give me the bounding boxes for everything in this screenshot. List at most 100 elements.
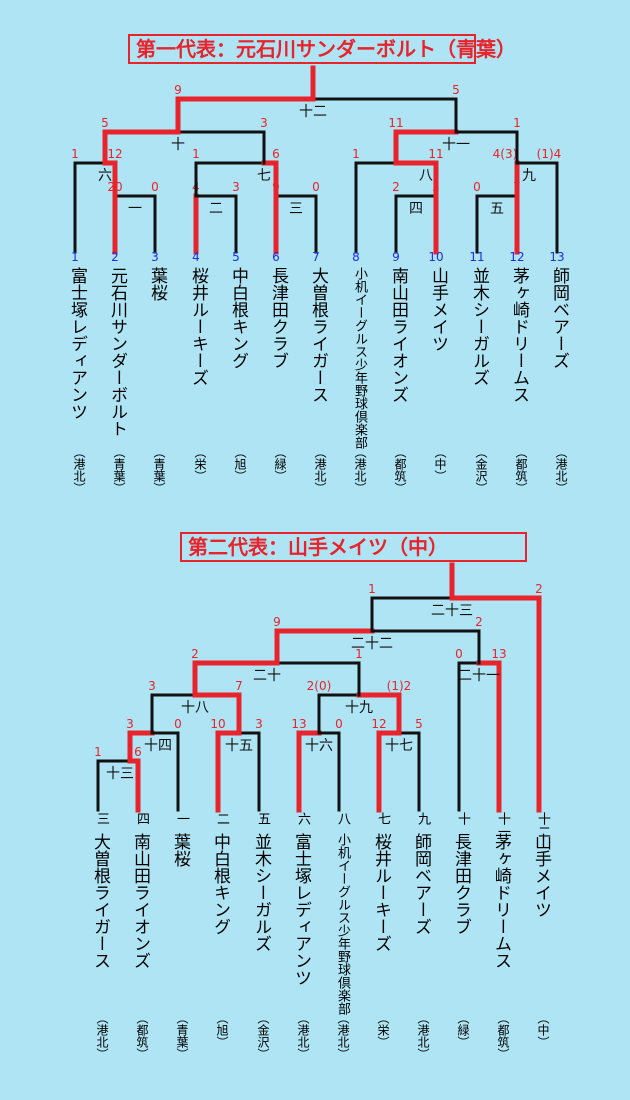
bracket1-team-8-name: 南山田ライオンズ [388, 267, 408, 403]
bracket1-team-2-seed: 3 [151, 250, 159, 264]
bracket1-team-2-name: 葉桜 [147, 267, 167, 301]
bracket1-team-3-name: 桜井ルーキーズ [188, 267, 208, 386]
bracket1-match-10-score-left: 11 [388, 116, 403, 130]
bracket1-team-10-seed: 11 [469, 250, 484, 264]
bracket2-team-10-region: （都筑） [496, 1012, 510, 1060]
bracket1-team-2-region: （青葉） [152, 446, 166, 494]
bracket1-match-0-score-right: 0 [151, 180, 159, 194]
bracket1-team-12-region: （港北） [554, 446, 568, 494]
bracket2-match-9-label: 二十二 [351, 636, 393, 652]
bracket2-team-2-name: 葉桜 [170, 833, 190, 867]
bracket1-team-0-region: （港北） [72, 446, 86, 494]
bracket2-team-6-region: （港北） [336, 1012, 350, 1060]
bracket2-match-5-score-left: 3 [148, 679, 156, 693]
bracket1-match-2-score-right: 0 [312, 180, 320, 194]
bracket1-team-5-name: 長津田クラブ [268, 267, 288, 369]
bracket1-match-8-label: 九 [522, 168, 536, 184]
bracket2-team-1-seed: 四 [134, 812, 149, 825]
bracket1-team-0-name: 富士塚レディアンツ [67, 267, 87, 420]
bracket1-team-10-region: （金沢） [474, 446, 488, 494]
bracket2-match-4-label: 十七 [385, 738, 413, 754]
bracket1-team-3-seed: 4 [192, 250, 200, 264]
bracket1-team-10-name: 並木シーガルズ [469, 267, 489, 386]
bracket1-match-2-label: 三 [289, 201, 303, 217]
bracket2-team-2-seed: 一 [174, 812, 189, 825]
bracket1-team-6-name: 大曽根ライガース [308, 267, 328, 403]
bracket1-match-9-score-left: 5 [101, 116, 109, 130]
bracket1-team-1-region: （青葉） [112, 446, 126, 494]
bracket2-match-7-score-left: 2 [191, 647, 199, 661]
bracket2-match-9-score-left: 9 [273, 615, 281, 629]
bracket2-team-10-name: 茅ヶ崎ドリームス [491, 833, 511, 969]
bracket1-match-5-label: 六 [98, 168, 112, 184]
bracket1-team-4-region: （旭） [233, 446, 247, 482]
bracket2-team-10-seed: 十一 [495, 812, 510, 838]
bracket2-match-8-score-left: 0 [455, 647, 463, 661]
bracket1-team-0-seed: 1 [71, 250, 79, 264]
bracket2-match-10-label: 二十三 [431, 603, 473, 619]
bracket1-match-3-label: 四 [409, 201, 423, 217]
bracket2-team-4-name: 並木シーガルズ [251, 833, 271, 952]
bracket1-match-6-score-left: 1 [192, 147, 200, 161]
bracket1-match-6-score-right: 6 [272, 147, 280, 161]
bracket2-team-0-region: （港北） [95, 1012, 109, 1060]
bracket1-match-11-score-left: 9 [174, 83, 182, 97]
bracket1-team-11-name: 茅ヶ崎ドリームス [509, 267, 529, 403]
bracket2-team-9-region: （緑） [456, 1012, 470, 1048]
bracket1-match-9-score-right: 3 [260, 116, 268, 130]
bracket1-team-9-region: （中） [433, 446, 447, 482]
bracket2-title: 第二代表：山手メイツ（中） [180, 532, 527, 562]
bracket2-match-0-score-right: 6 [134, 745, 142, 759]
bracket1-team-9-name: 山手メイツ [428, 267, 448, 352]
bracket2-team-8-name: 師岡ベアーズ [411, 833, 431, 935]
bracket1-team-12-name: 師岡ベアーズ [549, 267, 569, 369]
bracket2-team-7-region: （栄） [376, 1012, 390, 1048]
bracket1-team-3-region: （栄） [193, 446, 207, 482]
bracket2-match-10-score-right: 2 [535, 582, 543, 596]
bracket2-match-1-label: 十四 [144, 738, 172, 754]
bracket2-match-2-label: 十五 [225, 738, 253, 754]
bracket1-team-7-name: 小机イーグルス少年野球倶楽部 [352, 267, 367, 449]
bracket2-match-3-label: 十六 [305, 738, 333, 754]
bracket1-match-11-score-right: 5 [452, 83, 460, 97]
bracket1-title: 第一代表：元石川サンダーボルト（青葉） [128, 34, 516, 64]
bracket2-team-1-name: 南山田ライオンズ [130, 833, 150, 969]
bracket2-team-0-seed: 三 [94, 812, 109, 825]
bracket1-match-9-label: 十 [171, 137, 185, 153]
bracket2-match-5-score-right: 7 [235, 679, 243, 693]
bracket1-match-4-label: 五 [490, 201, 504, 217]
bracket2-team-3-seed: 二 [214, 812, 229, 825]
bracket2-match-4-score-left: 12 [371, 717, 386, 731]
bracket1-match-1-label: 二 [209, 201, 223, 217]
bracket1-match-1-score-right: 3 [232, 180, 240, 194]
bracket1-match-8-score-right: (1)4 [537, 147, 562, 161]
bracket2-match-1-score-left: 3 [126, 717, 134, 731]
bracket2-team-7-name: 桜井ルーキーズ [371, 833, 391, 952]
bracket2-match-9-score-right: 2 [475, 615, 483, 629]
bracket2-match-6-label: 十九 [345, 700, 373, 716]
bracket1-team-5-region: （緑） [273, 446, 287, 482]
bracket1-match-10-label: 十一 [442, 137, 470, 153]
bracket2-match-8-label: 二十一 [458, 668, 500, 684]
bracket1-team-1-seed: 2 [111, 250, 119, 264]
bracket1-match-5-score-left: 1 [71, 147, 79, 161]
bracket2-team-4-seed: 五 [255, 812, 270, 825]
bracket2-team-9-name: 長津田クラブ [451, 833, 471, 935]
bracket1-team-8-seed: 9 [392, 250, 400, 264]
bracket2-team-8-seed: 九 [415, 812, 430, 825]
bracket2-team-4-region: （金沢） [256, 1012, 270, 1060]
bracket2-match-3-score-right: 0 [335, 717, 343, 731]
bracket2-team-7-seed: 七 [375, 812, 390, 825]
bracket1-match-6-label: 七 [257, 168, 271, 184]
bracket2-team-5-seed: 六 [295, 812, 310, 825]
bracket1-team-9-seed: 10 [428, 250, 443, 264]
bracket2-match-0-label: 十三 [106, 766, 134, 782]
bracket2-team-3-region: （旭） [215, 1012, 229, 1048]
bracket2-match-10-score-left: 1 [368, 582, 376, 596]
bracket1-team-6-region: （港北） [313, 446, 327, 494]
bracket1-team-4-seed: 5 [232, 250, 240, 264]
bracket2-match-5-label: 十八 [181, 700, 209, 716]
bracket2-match-8-score-right: 13 [491, 647, 506, 661]
bracket1-team-8-region: （都筑） [393, 446, 407, 494]
